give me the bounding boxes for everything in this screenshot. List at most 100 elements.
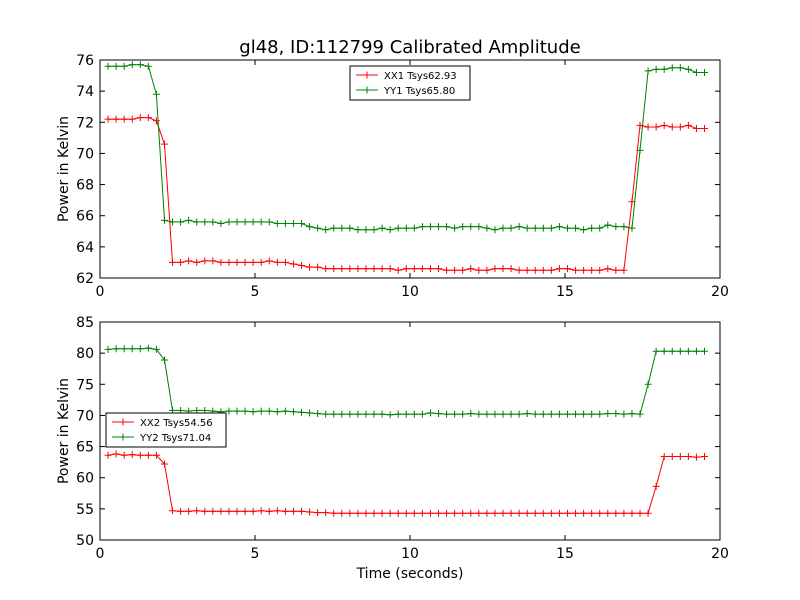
- bottom-plot-data-point: [491, 410, 499, 418]
- top-plot-data-point: [507, 224, 515, 232]
- bottom-plot: 0 5 10 15 20 50 55 60 65 70 75 80 85 Power in Kelvin…: [56, 315, 729, 582]
- bottom-plot-data-point: [612, 410, 620, 418]
- bottom-plot-data-point: [273, 507, 281, 515]
- bottom-plot-data-point: [692, 347, 700, 355]
- bottom-plot-data-point: [120, 451, 128, 459]
- bottom-plot-data-point: [692, 453, 700, 461]
- top-plot-data-point: [652, 65, 660, 73]
- bottom-plot-data-point: [459, 410, 467, 418]
- top-plot-data-point: [306, 263, 314, 271]
- bottom-plot-xtick-label: 15: [556, 546, 574, 562]
- top-plot-data-point: [523, 266, 531, 274]
- top-plot-data-point: [249, 218, 257, 226]
- top-plot-series-1: [104, 114, 708, 274]
- top-plot-data-point: [265, 257, 273, 265]
- bottom-plot-data-point: [185, 507, 193, 515]
- top-plot-data-point: [418, 223, 426, 231]
- bottom-plot-ytick-label: 85: [76, 315, 94, 331]
- top-plot-data-point: [531, 224, 539, 232]
- top-plot-data-point: [249, 258, 257, 266]
- top-plot-data-point: [620, 266, 628, 274]
- bottom-plot-data-point: [193, 507, 201, 515]
- top-plot-data-point: [201, 218, 209, 226]
- top-plot-data-point: [572, 224, 580, 232]
- bottom-plot-data-point: [144, 451, 152, 459]
- bottom-plot-data-point: [233, 507, 241, 515]
- top-plot-data-point: [306, 223, 314, 231]
- top-plot-data-point: [668, 123, 676, 131]
- bottom-plot-data-point: [547, 410, 555, 418]
- bottom-plot-data-point: [169, 507, 177, 515]
- top-plot-data-point: [451, 266, 459, 274]
- bottom-plot-data-point: [241, 507, 249, 515]
- bottom-plot-data-point: [152, 345, 160, 353]
- top-plot-data-point: [604, 221, 612, 229]
- bottom-plot-data-point: [330, 509, 338, 517]
- top-plot-data-point: [547, 266, 555, 274]
- bottom-plot-data-point: [563, 509, 571, 517]
- bottom-plot-data-point: [378, 509, 386, 517]
- bottom-plot-series-2: [104, 344, 708, 419]
- bottom-plot-data-point: [314, 410, 322, 418]
- top-plot-data-point: [435, 223, 443, 231]
- top-plot-data-point: [217, 258, 225, 266]
- top-plot-data-point: [241, 218, 249, 226]
- bottom-plot-data-point: [104, 451, 112, 459]
- top-plot-data-point: [273, 220, 281, 227]
- top-plot: 0 5 10 15 20 62 64 66 68 70 72 74 76 Power in Kelvin…: [56, 53, 729, 300]
- bottom-plot-data-point: [660, 453, 668, 461]
- bottom-plot-data-point: [298, 408, 305, 416]
- top-plot-data-point: [539, 224, 547, 232]
- bottom-plot-data-point: [201, 507, 209, 515]
- bottom-plot-data-point: [402, 410, 410, 418]
- top-plot-data-point: [225, 218, 233, 226]
- top-plot-ylabel: Power in Kelvin: [56, 116, 72, 222]
- bottom-plot-data-point: [386, 411, 394, 419]
- bottom-plot-legend-label: XX2 Tsys54.56: [140, 418, 213, 429]
- top-plot-data-point: [612, 266, 620, 274]
- top-plot-ytick-label: 70: [76, 146, 94, 162]
- top-plot-data-point: [410, 224, 418, 232]
- top-plot-data-point: [104, 115, 112, 123]
- bottom-plot-data-point: [128, 345, 136, 353]
- top-plot-data-point: [580, 266, 588, 274]
- bottom-plot-data-point: [523, 410, 531, 418]
- bottom-plot-data-point: [668, 453, 676, 461]
- top-plot-xtick-label: 5: [251, 284, 260, 300]
- bottom-plot-data-point: [467, 410, 475, 418]
- top-plot-data-point: [684, 65, 692, 73]
- bottom-plot-data-point: [418, 410, 426, 418]
- top-plot-data-point: [169, 218, 177, 226]
- bottom-plot-data-point: [265, 507, 273, 515]
- bottom-plot-data-point: [426, 509, 434, 517]
- top-plot-data-point: [152, 90, 160, 98]
- bottom-plot-data-point: [531, 509, 539, 517]
- top-plot-data-point: [201, 257, 209, 265]
- top-plot-data-point: [160, 140, 168, 148]
- bottom-plot-data-point: [370, 509, 378, 517]
- top-plot-ytick-label: 68: [76, 178, 94, 194]
- bottom-plot-data-point: [588, 410, 596, 418]
- top-plot-data-point: [515, 223, 523, 231]
- top-plot-data-point: [112, 115, 120, 123]
- top-plot-legend: XX1 Tsys62.93 YY1 Tsys65.80: [349, 65, 471, 101]
- bottom-plot-data-point: [281, 407, 289, 415]
- top-plot-data-point: [628, 224, 636, 232]
- top-plot-data-point: [233, 218, 241, 226]
- top-plot-data-point: [354, 226, 362, 234]
- bottom-plot-data-point: [443, 410, 451, 418]
- bottom-plot-data-point: [491, 509, 499, 517]
- bottom-plot-data-point: [701, 347, 708, 355]
- top-plot-data-point: [136, 114, 144, 122]
- top-plot-data-point: [386, 226, 394, 234]
- bottom-plot-data-point: [684, 453, 692, 461]
- bottom-plot-data-point: [483, 410, 491, 418]
- bottom-plot-ytick-label: 70: [76, 408, 94, 424]
- bottom-plot-ytick-label: 65: [76, 440, 94, 456]
- top-plot-data-point: [692, 68, 700, 76]
- top-plot-data-point: [265, 218, 273, 226]
- top-plot-data-point: [378, 265, 386, 273]
- bottom-plot-data-point: [451, 410, 459, 418]
- top-plot-ytick-label: 64: [76, 240, 94, 256]
- bottom-plot-data-point: [136, 451, 144, 459]
